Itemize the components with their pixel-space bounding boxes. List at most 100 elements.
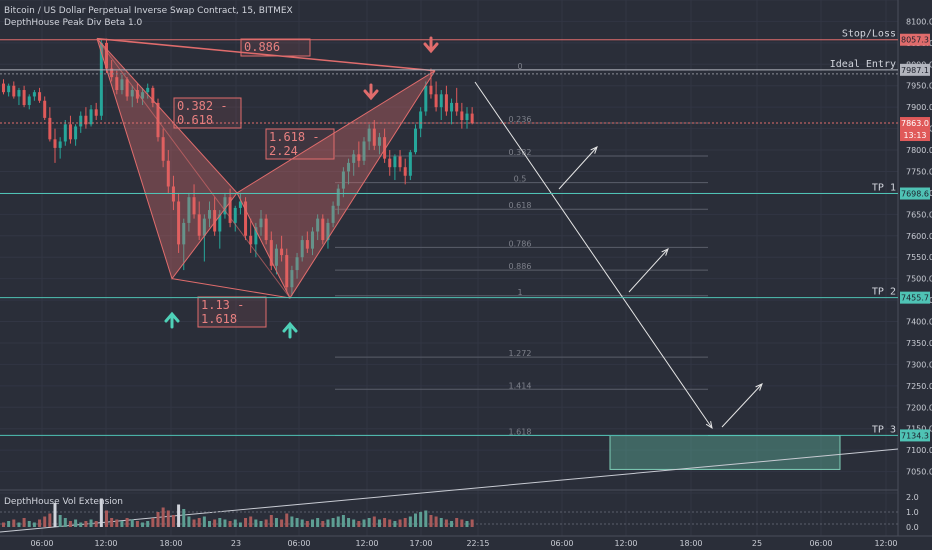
candle-body [63, 124, 67, 142]
ratio-text: 0.618 [177, 113, 213, 127]
candle-body [434, 94, 438, 108]
candle-body [228, 197, 232, 223]
candle [120, 75, 124, 95]
candle-body [197, 214, 201, 236]
candle [38, 87, 42, 103]
time-tick-label: 06:00 [30, 539, 53, 548]
candle [305, 231, 309, 253]
volume-bar [84, 521, 88, 527]
price-tick-label: 7950.0 [906, 82, 932, 91]
candle-body [331, 205, 335, 223]
candle [89, 105, 93, 127]
candle [295, 252, 299, 279]
volume-bar [120, 521, 124, 527]
volume-bar [89, 519, 93, 527]
volume-bar [110, 518, 114, 527]
volume-bar [429, 515, 433, 527]
candle [455, 87, 459, 116]
time-tick-label: 18:00 [679, 539, 702, 548]
candle [151, 85, 155, 108]
candle [439, 90, 443, 121]
price-tick-label: 7650.0 [906, 210, 932, 219]
candle [79, 111, 83, 133]
candle [84, 107, 88, 129]
volume-bar [197, 518, 201, 527]
candle-body [429, 85, 433, 95]
candle [336, 184, 340, 215]
candle [377, 132, 381, 155]
candle-body [177, 201, 181, 245]
volume-bar [424, 510, 428, 527]
time-tick-label: 12:00 [94, 539, 117, 548]
candle-body [470, 113, 474, 124]
candle [166, 150, 170, 193]
candle-body [388, 158, 392, 168]
volume-bar [249, 516, 253, 527]
volume-bar [208, 521, 211, 527]
target-zone [609, 435, 841, 470]
candle [228, 188, 232, 228]
volume-bar [336, 516, 340, 527]
candle-body [305, 240, 309, 249]
candle-body [311, 231, 314, 249]
candle [388, 150, 392, 176]
candle [383, 128, 387, 163]
fib-level-label: 0.886 [509, 262, 532, 271]
projection-line [474, 81, 713, 429]
projection-arrowhead [705, 421, 713, 430]
candle-body [377, 137, 381, 146]
candle [32, 90, 36, 101]
volume-bar [465, 521, 469, 527]
candle [74, 124, 78, 146]
candle [470, 107, 474, 125]
indicator-name: DepthHouse Peak Div Beta 1.0 [4, 18, 143, 28]
level-price-tag [900, 187, 930, 200]
volume-bar [79, 522, 83, 527]
volume-bar [48, 513, 52, 527]
time-tick-label: 06:00 [809, 539, 832, 548]
pattern-xd [96, 37, 436, 72]
candle-body [424, 85, 428, 112]
pattern-xc [96, 38, 291, 299]
candle [68, 115, 72, 144]
volume-bar [244, 518, 248, 527]
volume-bar [151, 518, 155, 527]
candle-body [341, 171, 345, 189]
projection-line [558, 146, 598, 190]
candle-body [254, 227, 258, 245]
pattern-xab [96, 38, 238, 280]
candle [352, 150, 356, 176]
volume-bar [305, 521, 309, 527]
candle [94, 102, 98, 121]
candle [141, 87, 145, 106]
volume-bar [450, 521, 454, 527]
level-label: TP 2 [872, 287, 896, 298]
candle [223, 192, 227, 219]
candle-body [455, 102, 459, 112]
candle-body [99, 42, 103, 116]
candle-body [414, 128, 417, 153]
candle [316, 214, 320, 241]
level-label: Stop/Loss [842, 29, 896, 40]
trade-levels: Stop/Loss 8057.3 Ideal Entry 7987.1 TP 1 7698… [0, 29, 930, 442]
candles [2, 38, 474, 296]
volume-bar [331, 518, 335, 527]
candle-body [161, 137, 165, 161]
volume-bar [27, 521, 31, 527]
time-tick-label: 18:00 [159, 539, 182, 548]
candle [408, 150, 412, 181]
candle-body [403, 167, 407, 176]
candle-body [151, 87, 155, 103]
volume-bar [357, 521, 361, 527]
volume-bar [58, 515, 62, 527]
candle [53, 128, 57, 163]
candle-body [244, 201, 248, 236]
candle-body [238, 201, 242, 208]
volume-bar [135, 521, 139, 527]
candle [264, 214, 268, 245]
candle [249, 218, 253, 253]
volume-bar [228, 521, 232, 527]
volume-bar [32, 522, 36, 527]
candle [125, 77, 129, 101]
